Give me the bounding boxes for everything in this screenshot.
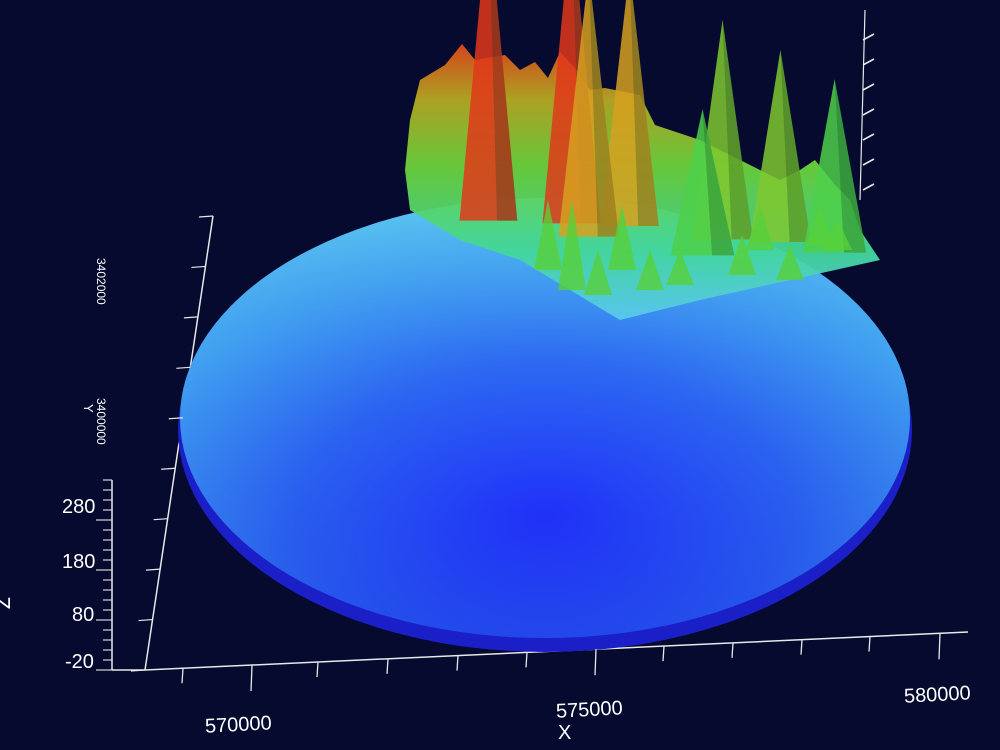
x-tick-mark [316,661,319,678]
terrain-spike [776,245,804,280]
z-tick-label-280: 280 [62,496,96,518]
terrain-peak [670,109,735,256]
y-tick-label-3402000: 3402000 [94,258,108,305]
y-tick-mark [168,417,183,420]
x-tick-label-570000: 570000 [204,712,273,738]
x-axis-label: X [558,722,572,744]
x-tick-mark [525,652,528,668]
terrain-peak-shadow [702,109,735,256]
y-tick-mark [183,316,198,319]
z-tick-label-neg20: -20 [65,651,94,673]
terrain-peak [558,0,619,237]
terrain-spike [806,205,834,245]
terrain-peak-shadow [630,0,659,226]
x-tick-mark [594,649,597,676]
terrain-spike [584,250,612,295]
surface-disc-shading [180,198,910,638]
z-tick-label-80: 80 [72,604,95,626]
far-z-tick-mark [862,83,875,91]
terrain-spike [534,200,562,270]
x-tick-mark [868,636,871,652]
y-tick-mark [130,669,146,672]
y-tick-mark [191,265,206,269]
z-tick-label-180: 180 [62,551,96,573]
x-tick-mark [456,655,459,671]
terrain-spike [746,205,774,250]
terrain-spike [636,250,664,290]
y-tick-mark [161,467,176,470]
x-tick-mark [181,668,184,684]
far-z-tick-mark [862,33,875,41]
terrain-peak-shadow [780,50,812,242]
far-z-tick-mark [862,108,875,116]
terrain-peak [749,50,812,242]
far-z-tick-mark [862,58,875,66]
terrain-peak-shadow [490,0,518,221]
y-tick-mark [146,568,161,571]
x-tick-mark [250,665,253,692]
tick-layer [96,33,941,692]
surface-layer [178,0,912,652]
x-tick-mark [662,645,665,662]
y-tick-mark [198,215,214,218]
terrain-peak [600,0,659,226]
far-z-tick-mark [862,158,875,166]
x-tick-label-580000: 580000 [903,682,972,708]
y-tick-mark [138,618,153,622]
x-tick-label-575000: 575000 [555,697,624,723]
far-z-axis-line [859,9,866,201]
terrain-spike [728,235,756,275]
x-tick-mark [938,633,941,660]
far-z-tick-mark [862,133,875,141]
x-tick-mark [800,639,803,655]
y-tick-mark [176,366,191,369]
terrain-peak [459,0,518,221]
terrain-peak-shadow [589,0,619,237]
far-z-tick-mark [862,183,875,191]
terrain-spike [558,200,586,290]
terrain-spike [824,220,852,250]
z-axis-label: Z [0,596,15,609]
terrain-spike [666,250,694,285]
y-tick-mark [153,518,168,521]
x-tick-mark [731,642,734,658]
x-tick-mark [386,658,389,674]
terrain-peak-shadow [722,19,753,240]
terrain-peak-shadow [834,78,867,253]
y-axis-label: Y [81,404,96,413]
y-tick-label-3400000: 3400000 [94,398,108,445]
terrain-spike [608,205,636,270]
